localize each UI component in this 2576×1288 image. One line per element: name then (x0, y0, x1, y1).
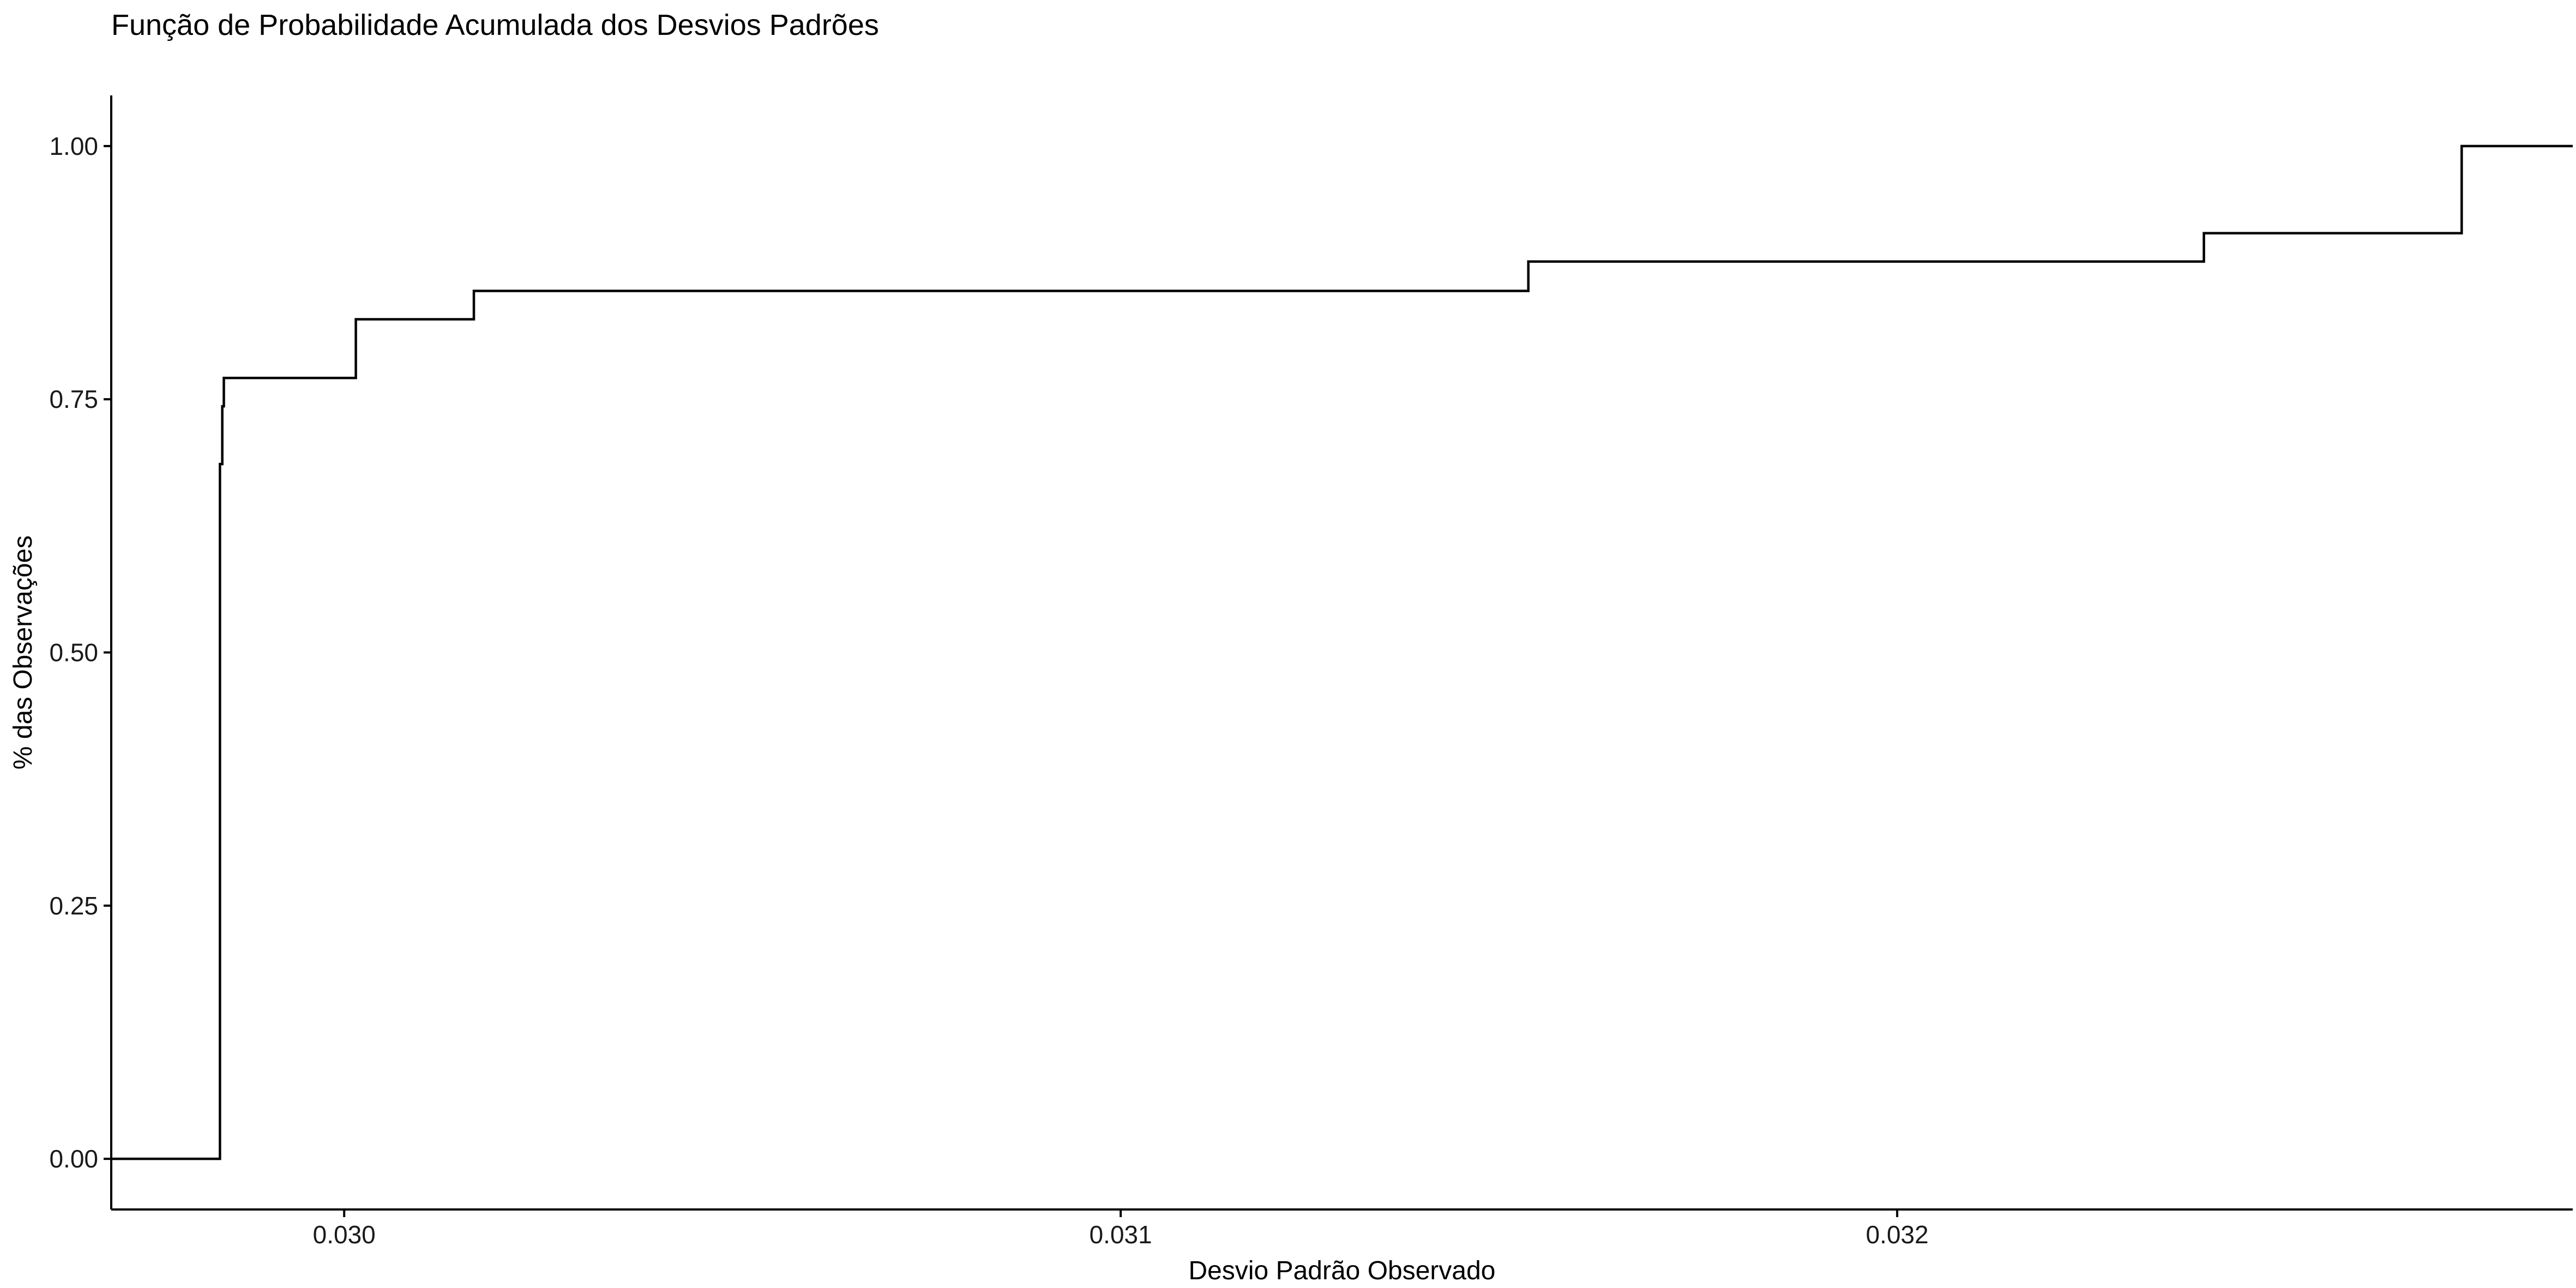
y-tick-label: 0.25 (49, 892, 98, 920)
y-axis-label: % das Observações (9, 535, 38, 770)
x-tick-label: 0.032 (1866, 1220, 1929, 1249)
y-tick-label: 1.00 (49, 132, 98, 160)
ecdf-step-line (111, 145, 2573, 1160)
x-axis-label: Desvio Padrão Observado (1189, 1256, 1496, 1285)
x-tick-label: 0.031 (1090, 1220, 1152, 1249)
chart-title: Função de Probabilidade Acumulada dos De… (111, 9, 879, 41)
y-tick-label: 0.00 (49, 1145, 98, 1173)
y-axis-ticks: 0.00 0.25 0.50 0.75 1.00 (49, 132, 111, 1173)
plot-area (111, 145, 2573, 1160)
y-tick-label: 0.50 (49, 639, 98, 667)
x-tick-label: 0.030 (313, 1220, 376, 1249)
y-tick-label: 0.75 (49, 385, 98, 413)
x-axis-ticks: 0.030 0.031 0.032 (313, 1209, 1929, 1249)
